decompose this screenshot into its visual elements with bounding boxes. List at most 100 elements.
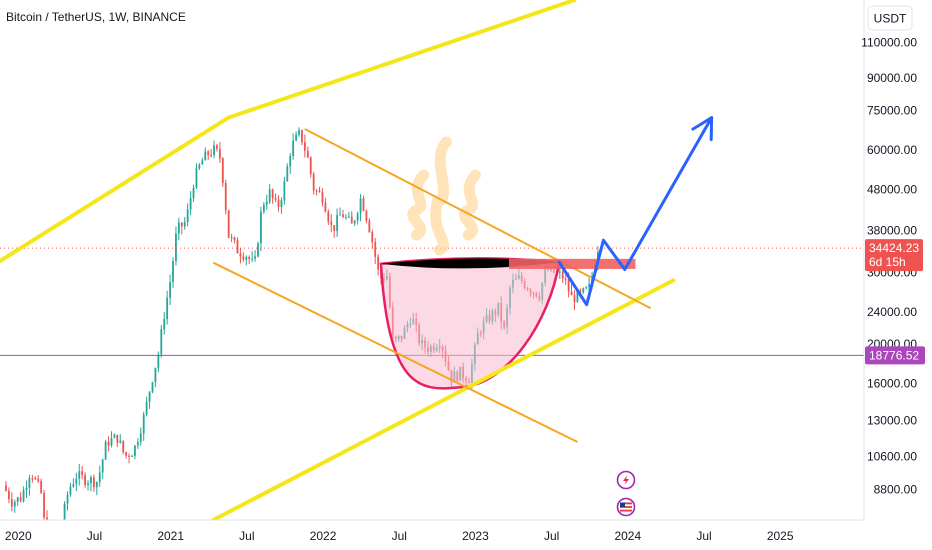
candle-body xyxy=(292,140,295,156)
candle-body xyxy=(298,130,300,135)
candle-body xyxy=(303,142,306,151)
candle-body xyxy=(8,490,10,500)
candle-body xyxy=(136,442,139,446)
candle-body xyxy=(321,191,324,203)
y-tick-label: 48000.00 xyxy=(867,182,917,196)
currency-button[interactable]: USDT xyxy=(867,5,913,31)
candle-body xyxy=(204,151,207,161)
candle-body xyxy=(295,134,297,141)
candle-body xyxy=(318,190,321,192)
candle-body xyxy=(265,201,268,205)
candle-body xyxy=(280,200,283,208)
candle-body xyxy=(134,445,136,456)
candle-body xyxy=(233,237,236,241)
last-price-pill xyxy=(865,239,923,272)
candle-body xyxy=(570,291,573,296)
candle-body xyxy=(271,189,274,199)
candle-body xyxy=(19,497,22,502)
lower-channel-line xyxy=(211,278,676,522)
candle-body xyxy=(245,257,248,260)
candle-body xyxy=(236,240,239,254)
candle-body xyxy=(98,472,101,483)
projection-path xyxy=(557,116,714,307)
lightning-icon[interactable] xyxy=(616,470,636,490)
candle-body xyxy=(28,478,31,488)
steam-swirl xyxy=(459,169,481,241)
candle-body xyxy=(157,354,160,368)
candle-body xyxy=(10,499,13,507)
candle-body xyxy=(359,198,362,214)
reference-price-pill xyxy=(865,346,925,365)
candle-body xyxy=(368,220,371,233)
candle-body xyxy=(283,181,286,201)
candle-body xyxy=(160,329,163,355)
x-tick-label: Jul xyxy=(87,529,102,543)
candle-body xyxy=(201,160,204,165)
candle-body xyxy=(239,253,242,257)
candle-body xyxy=(350,216,353,224)
x-tick-label: Jul xyxy=(544,529,559,543)
candle-body xyxy=(207,151,210,155)
candle-body xyxy=(169,282,171,298)
candle-body xyxy=(227,210,230,238)
candle-body xyxy=(248,257,251,260)
candle-body xyxy=(277,199,280,208)
candle-body xyxy=(63,503,66,525)
candle-body xyxy=(113,434,116,439)
candle-body xyxy=(177,222,180,234)
candle-body xyxy=(125,452,128,456)
candle-body xyxy=(327,211,330,222)
candle-body xyxy=(87,483,89,485)
candle-body xyxy=(289,155,292,167)
y-tick-label: 16000.00 xyxy=(867,377,917,391)
candle-body xyxy=(101,459,104,473)
candle-body xyxy=(95,482,98,488)
candle-body xyxy=(585,287,588,289)
candle-body xyxy=(224,182,227,211)
candle-body xyxy=(260,211,262,244)
candle-body xyxy=(365,210,368,221)
candle-body xyxy=(567,279,570,292)
candle-body xyxy=(25,487,28,491)
candle-body xyxy=(104,441,107,460)
candle-body xyxy=(189,197,192,210)
candle-body xyxy=(362,198,365,211)
candle-body xyxy=(183,222,186,227)
candle-body xyxy=(166,297,169,320)
candle-body xyxy=(43,492,45,518)
steam-swirl xyxy=(430,136,452,256)
candle-body xyxy=(309,157,312,174)
candle-body xyxy=(356,213,359,221)
candle-body xyxy=(139,433,142,443)
resistance-zone xyxy=(508,258,636,269)
candle-body xyxy=(116,434,119,443)
candle-body xyxy=(154,367,157,383)
candle-body xyxy=(561,271,564,279)
candle-body xyxy=(333,225,336,231)
candle-body xyxy=(172,261,174,283)
candle-body xyxy=(582,288,585,293)
upper-channel-line xyxy=(0,115,231,264)
candle-body xyxy=(558,271,561,273)
candle-body xyxy=(254,256,256,259)
candle-body xyxy=(336,215,339,231)
x-tick-label: Jul xyxy=(239,529,254,543)
x-tick-label: Jul xyxy=(696,529,711,543)
candle-body xyxy=(107,441,110,446)
x-tick-label: 2025 xyxy=(767,529,794,543)
upper-channel-line xyxy=(226,0,577,120)
candle-body xyxy=(128,455,130,457)
x-tick-label: 2024 xyxy=(614,529,641,543)
candle-body xyxy=(195,168,198,188)
y-tick-label: 8800.00 xyxy=(874,482,918,496)
us-flag-icon[interactable] xyxy=(616,497,636,517)
x-axis-ticks: 2020 Jul 2021 Jul 2022 Jul 2023 Jul 2024 Jul 2025 xyxy=(5,529,794,543)
candle-body xyxy=(210,154,213,156)
candle-body xyxy=(257,243,259,257)
candle-body xyxy=(192,187,195,198)
candle-body xyxy=(347,216,350,218)
candle-body xyxy=(31,478,34,480)
y-tick-label: 24000.00 xyxy=(867,305,917,319)
